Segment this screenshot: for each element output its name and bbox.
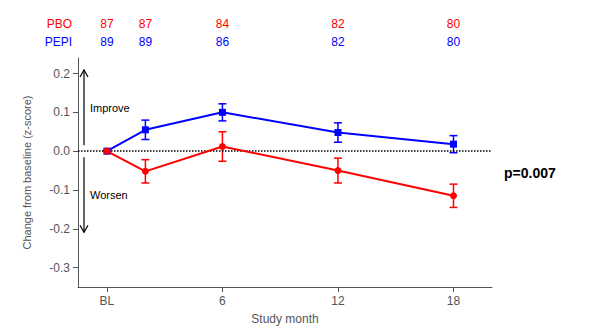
- svg-text:p=0.007: p=0.007: [504, 165, 556, 181]
- svg-text:80: 80: [447, 17, 461, 31]
- svg-text:Study month: Study month: [251, 312, 318, 326]
- svg-text:87: 87: [139, 17, 153, 31]
- svg-text:87: 87: [100, 17, 114, 31]
- svg-text:82: 82: [331, 35, 345, 49]
- svg-text:-0.1: -0.1: [49, 183, 70, 197]
- svg-text:86: 86: [216, 35, 230, 49]
- svg-text:PEPI: PEPI: [45, 35, 72, 49]
- svg-text:-0.3: -0.3: [49, 261, 70, 275]
- svg-text:89: 89: [139, 35, 153, 49]
- svg-text:PBO: PBO: [47, 17, 72, 31]
- svg-text:Worsen: Worsen: [90, 189, 128, 201]
- svg-text:82: 82: [331, 17, 345, 31]
- svg-text:0.2: 0.2: [53, 67, 70, 81]
- svg-text:Change from baseline (z-score): Change from baseline (z-score): [21, 95, 33, 249]
- svg-text:80: 80: [447, 35, 461, 49]
- svg-text:6: 6: [219, 294, 226, 308]
- svg-text:BL: BL: [100, 294, 115, 308]
- svg-text:84: 84: [216, 17, 230, 31]
- svg-text:89: 89: [100, 35, 114, 49]
- svg-text:Improve: Improve: [90, 102, 130, 114]
- svg-text:0.1: 0.1: [53, 105, 70, 119]
- svg-text:0.0: 0.0: [53, 144, 70, 158]
- svg-text:18: 18: [447, 294, 461, 308]
- svg-text:-0.2: -0.2: [49, 222, 70, 236]
- svg-text:12: 12: [331, 294, 345, 308]
